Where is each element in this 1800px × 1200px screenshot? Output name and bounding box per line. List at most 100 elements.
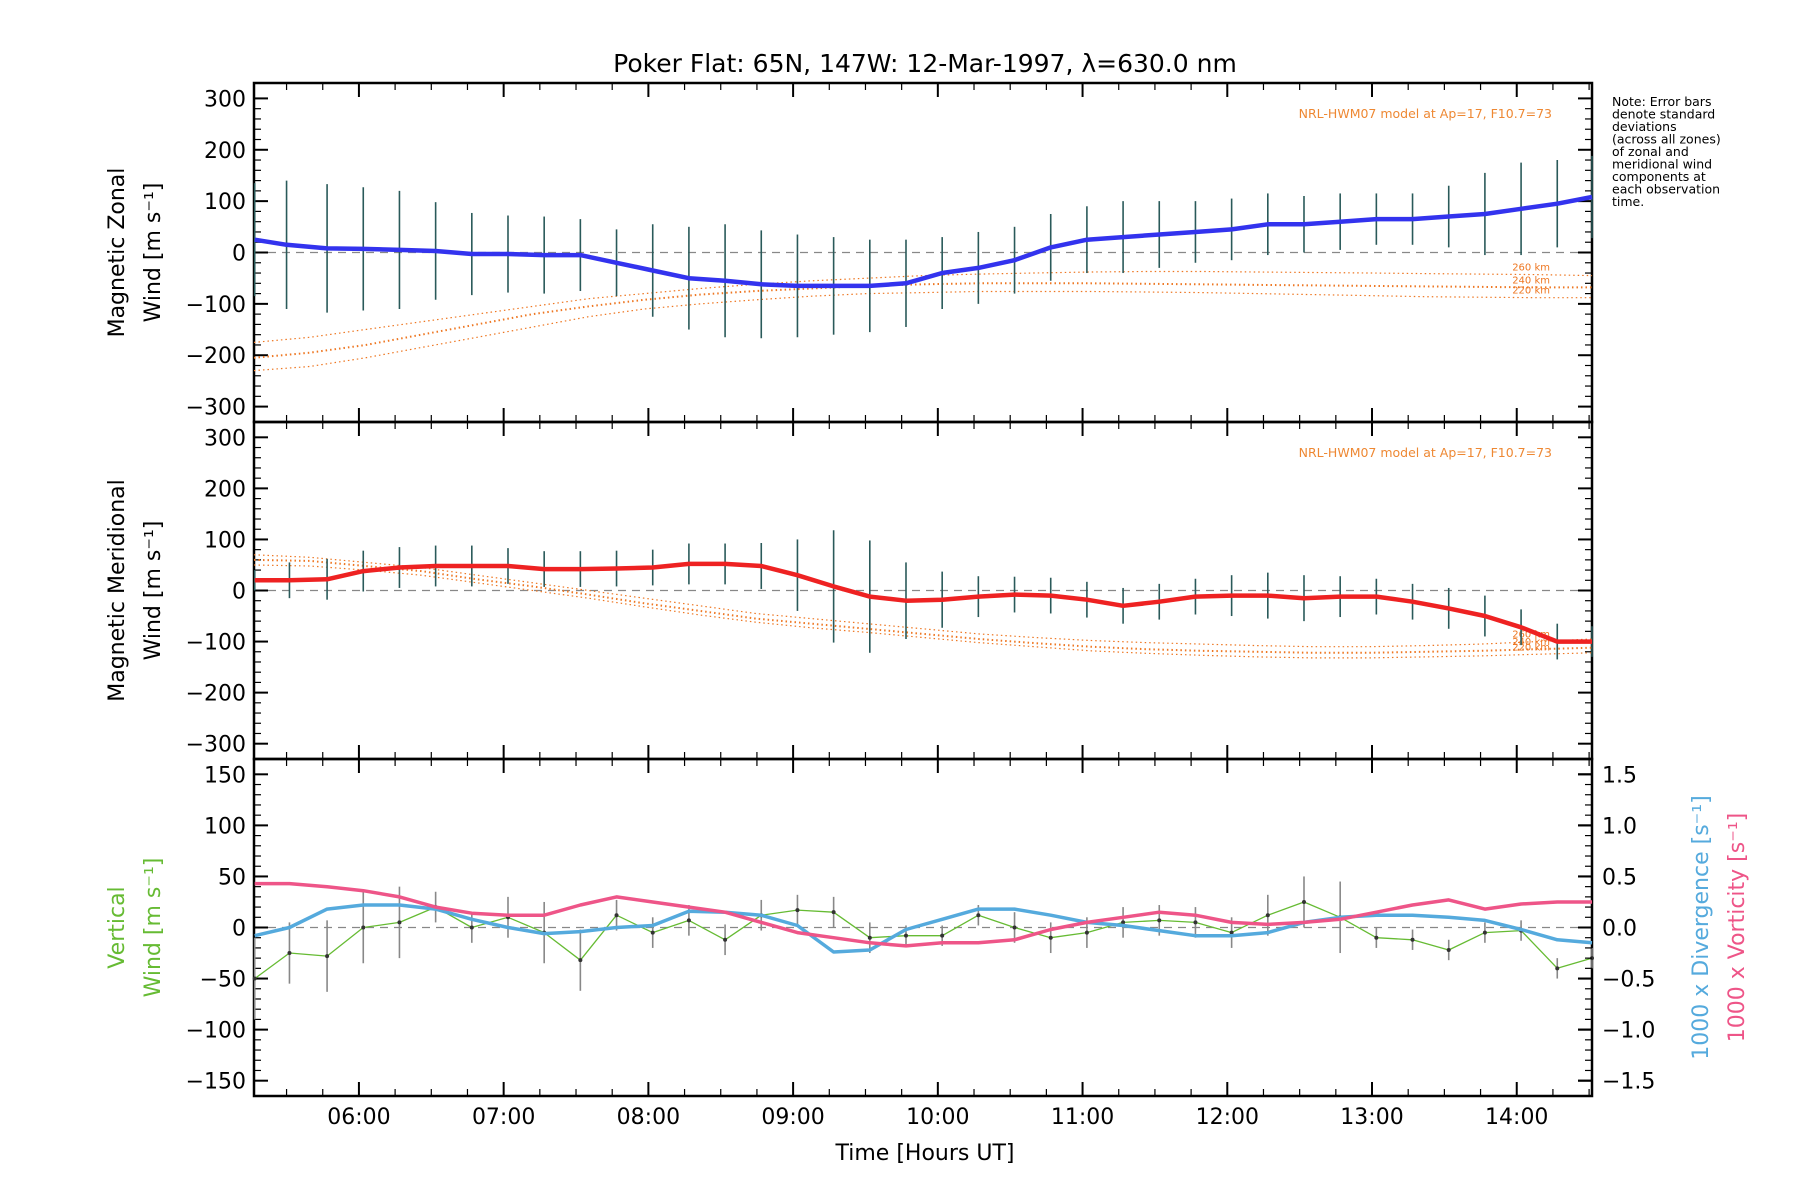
data-point <box>1012 925 1017 930</box>
data-point <box>469 925 474 930</box>
y-tick-label: −200 <box>186 682 246 707</box>
panels: −300 −200 −100 0 100 200 300 Magnetic Zonal Wind… <box>105 81 1750 1130</box>
data-point <box>1048 935 1053 940</box>
data-point <box>831 910 836 915</box>
data-point <box>1555 966 1560 971</box>
data-point <box>1121 920 1126 925</box>
model-height-label: 260 km <box>1512 263 1550 274</box>
y-tick-label: 200 <box>204 139 246 164</box>
data-point <box>614 913 619 918</box>
data-point <box>1301 899 1306 904</box>
x-tick-label: 12:00 <box>1196 1105 1259 1130</box>
y-axis-label: Wind [m s⁻¹] <box>141 858 166 998</box>
divergence-axis-label: 1000 x Divergence [s⁻¹] <box>1689 795 1714 1059</box>
series-line <box>254 901 1593 980</box>
x-tick-label: 07:00 <box>472 1105 535 1130</box>
y-tick-label: −50 <box>200 968 246 993</box>
data-point <box>361 925 366 930</box>
model-height-label: 240 km <box>1512 637 1550 648</box>
series-line <box>254 903 1593 954</box>
y2-tick-label: −0.5 <box>1602 968 1655 993</box>
data-point <box>1482 930 1487 935</box>
note-line: denote standard <box>1612 107 1715 122</box>
y-tick-label: 100 <box>204 190 246 215</box>
y-tick-label: 0 <box>232 580 246 605</box>
data-point <box>1410 937 1415 942</box>
y2-tick-label: 0.0 <box>1602 917 1637 942</box>
panel-meridional: −300 −200 −100 0 100 200 300 Magnetic Meridiona… <box>105 420 1594 761</box>
y-tick-label: 200 <box>204 477 246 502</box>
model-line-220km <box>253 290 1592 372</box>
data-point <box>940 933 945 938</box>
x-tick-label: 14:00 <box>1485 1105 1548 1130</box>
y-tick-label: −200 <box>186 344 246 369</box>
y-tick-label: −100 <box>186 631 246 656</box>
note-line: meridional wind <box>1612 157 1712 172</box>
model-label: NRL-HWM07 model at Ap=17, F10.7=73 <box>1299 445 1552 460</box>
x-tick-label: 06:00 <box>327 1105 390 1130</box>
y-tick-label: 0 <box>232 917 246 942</box>
y-axis-label: Wind [m s⁻¹] <box>141 521 166 661</box>
y-tick-label: −150 <box>186 1070 246 1095</box>
model-height-label: 220 km <box>1512 286 1550 297</box>
x-tick-label: 08:00 <box>617 1105 680 1130</box>
data-point <box>578 958 583 963</box>
panel-vertical: −150 −100 −50 0 50 100 150 06:00 07:00 08:00 09:00… <box>105 757 1750 1130</box>
y-tick-label: 100 <box>204 814 246 839</box>
data-point <box>1374 935 1379 940</box>
data-point <box>976 913 981 918</box>
y2-tick-label: 0.5 <box>1602 865 1637 890</box>
data-point <box>1229 930 1234 935</box>
y2-tick-label: 1.0 <box>1602 814 1637 839</box>
note-line: of zonal and <box>1612 144 1689 159</box>
y-tick-label: 300 <box>204 87 246 112</box>
data-point <box>867 935 872 940</box>
series-line <box>254 561 1592 644</box>
y-tick-label: 100 <box>204 528 246 553</box>
data-point <box>252 976 257 981</box>
x-tick-label: 13:00 <box>1340 1105 1403 1130</box>
model-height-label: 260 km <box>1512 630 1550 641</box>
data-point <box>686 918 691 923</box>
model-line-240km <box>253 558 1593 654</box>
note-line: each observation <box>1612 182 1720 197</box>
x-tick-label: 10:00 <box>906 1105 969 1130</box>
x-tick-label: 11:00 <box>1051 1105 1114 1130</box>
x-axis-label: Time [Hours UT] <box>835 1141 1015 1166</box>
data-point <box>1446 947 1451 952</box>
data-point <box>795 908 800 913</box>
y-axis-label: Wind [m s⁻¹] <box>141 183 166 323</box>
model-height-label: 240 km <box>1512 275 1550 286</box>
series-line <box>254 881 1592 948</box>
note-line: deviations <box>1612 119 1677 134</box>
data-point <box>723 937 728 942</box>
model-line-260km <box>253 270 1593 343</box>
data-point <box>397 920 402 925</box>
note-line: time. <box>1612 194 1644 209</box>
y-axis-label: Magnetic Meridional <box>105 479 130 701</box>
data-point <box>903 933 908 938</box>
y2-tick-label: 1.5 <box>1602 763 1637 788</box>
y-tick-label: −100 <box>186 1019 246 1044</box>
y-tick-label: 150 <box>204 763 246 788</box>
data-point <box>650 930 655 935</box>
y-axis-label: Vertical <box>105 886 130 968</box>
y2-tick-label: −1.5 <box>1602 1070 1655 1095</box>
y-tick-label: 50 <box>218 865 246 890</box>
note-line: Note: Error bars <box>1612 94 1711 109</box>
y-tick-label: 0 <box>232 242 246 267</box>
chart-title: Poker Flat: 65N, 147W: 12-Mar-1997, λ=63… <box>613 49 1237 78</box>
panel-zonal: −300 −200 −100 0 100 200 300 Magnetic Zonal Wind… <box>105 81 1594 424</box>
data-point <box>1084 930 1089 935</box>
model-line-240km <box>253 282 1592 359</box>
y-tick-label: −300 <box>186 733 246 758</box>
data-point <box>1157 918 1162 923</box>
model-label: NRL-HWM07 model at Ap=17, F10.7=73 <box>1299 106 1552 121</box>
x-tick-label: 09:00 <box>761 1105 824 1130</box>
note-line: (across all zones) <box>1612 132 1721 147</box>
series-line <box>254 194 1593 289</box>
note-line: components at <box>1612 169 1706 184</box>
data-point <box>287 951 292 956</box>
